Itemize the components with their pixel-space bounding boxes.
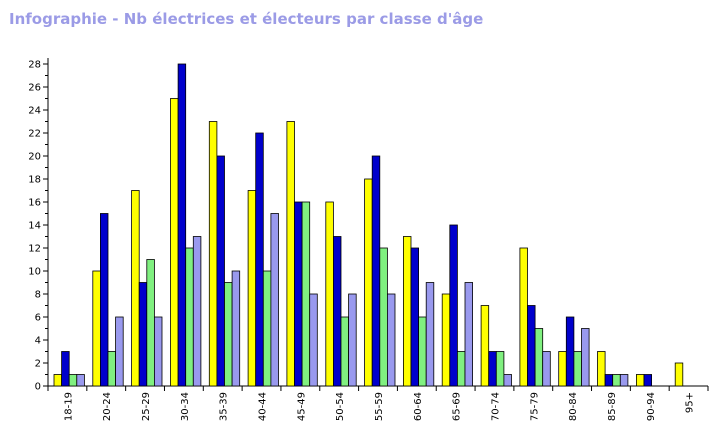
y-tick-label: 22 bbox=[28, 129, 41, 140]
bar bbox=[527, 305, 536, 387]
bar bbox=[643, 374, 652, 387]
bar bbox=[488, 351, 497, 387]
bar bbox=[138, 282, 148, 387]
chart-title: Infographie - Nb électrices et électeurs… bbox=[9, 10, 484, 28]
y-tick-label: 24 bbox=[28, 106, 41, 117]
bar bbox=[495, 351, 505, 387]
bar bbox=[379, 247, 388, 387]
bar bbox=[534, 328, 544, 387]
bar bbox=[519, 247, 528, 387]
bar bbox=[170, 98, 179, 387]
bar bbox=[53, 374, 62, 387]
bar bbox=[262, 270, 272, 387]
x-tick-label: 75-79 bbox=[529, 392, 540, 421]
bar bbox=[503, 374, 512, 387]
x-tick-label: 20-24 bbox=[102, 392, 113, 421]
bar bbox=[674, 362, 684, 387]
bar bbox=[192, 236, 202, 387]
bar bbox=[480, 305, 490, 387]
bar bbox=[581, 328, 590, 387]
bar bbox=[216, 155, 225, 387]
bar bbox=[464, 282, 473, 387]
bar bbox=[286, 121, 295, 387]
bar bbox=[410, 247, 419, 387]
bar bbox=[294, 201, 303, 387]
bar bbox=[301, 201, 311, 387]
bar bbox=[619, 374, 629, 387]
y-tick-label: 26 bbox=[28, 83, 41, 94]
bar bbox=[386, 293, 396, 387]
bar bbox=[402, 236, 412, 387]
bar bbox=[61, 351, 70, 387]
x-tick-label: 55-59 bbox=[374, 392, 385, 421]
bar bbox=[612, 374, 621, 387]
bar bbox=[224, 282, 233, 387]
bar bbox=[255, 132, 264, 387]
y-tick-label: 4 bbox=[35, 336, 41, 347]
bar bbox=[231, 270, 241, 387]
bar bbox=[573, 351, 582, 387]
bar bbox=[441, 293, 451, 387]
bar bbox=[131, 190, 140, 387]
x-tick-label: 90-94 bbox=[646, 392, 657, 421]
bar bbox=[456, 351, 466, 387]
bar bbox=[597, 351, 606, 387]
bar bbox=[371, 155, 381, 387]
x-tick-label: 85-89 bbox=[607, 392, 618, 421]
y-tick-label: 10 bbox=[28, 267, 41, 278]
y-tick-label: 0 bbox=[35, 382, 41, 393]
bar bbox=[92, 270, 101, 387]
x-tick-label: 18-19 bbox=[63, 392, 74, 421]
x-tick-label: 95+ bbox=[685, 392, 696, 413]
bar bbox=[364, 178, 373, 387]
bar bbox=[332, 236, 342, 387]
bar bbox=[309, 293, 318, 387]
y-tick-label: 14 bbox=[28, 221, 41, 232]
bar bbox=[558, 351, 567, 387]
y-tick-label: 28 bbox=[28, 60, 41, 71]
y-tick-label: 16 bbox=[28, 198, 41, 209]
bar bbox=[153, 316, 163, 387]
y-tick-label: 20 bbox=[28, 152, 41, 163]
bar bbox=[107, 351, 116, 387]
bar bbox=[449, 224, 458, 387]
bar bbox=[270, 213, 279, 387]
bar bbox=[565, 316, 575, 387]
bar bbox=[208, 121, 218, 387]
y-tick-label: 18 bbox=[28, 175, 41, 186]
bar bbox=[425, 282, 435, 387]
y-tick-label: 2 bbox=[35, 359, 41, 370]
bar bbox=[115, 316, 124, 387]
bar bbox=[325, 201, 334, 387]
y-tick-label: 6 bbox=[35, 313, 41, 324]
bar bbox=[604, 374, 614, 387]
x-tick-label: 30-34 bbox=[180, 392, 191, 421]
x-tick-label: 40-44 bbox=[258, 392, 269, 421]
x-tick-label: 60-64 bbox=[413, 392, 424, 421]
bar bbox=[340, 316, 349, 387]
bar bbox=[348, 293, 357, 387]
bar bbox=[146, 259, 155, 387]
x-tick-label: 65-69 bbox=[452, 392, 463, 421]
bar bbox=[100, 213, 109, 387]
x-tick-label: 35-39 bbox=[219, 392, 230, 421]
bar bbox=[542, 351, 551, 387]
x-tick-label: 50-54 bbox=[335, 392, 346, 421]
bar bbox=[185, 247, 194, 387]
bar bbox=[68, 374, 78, 387]
bar bbox=[76, 374, 85, 387]
bar bbox=[177, 63, 187, 387]
bar bbox=[636, 374, 645, 387]
bar bbox=[247, 190, 257, 387]
x-tick-label: 45-49 bbox=[296, 392, 307, 421]
x-tick-label: 80-84 bbox=[568, 392, 579, 421]
bar bbox=[418, 316, 427, 387]
y-tick-label: 12 bbox=[28, 244, 41, 255]
y-tick-label: 8 bbox=[35, 290, 41, 301]
x-tick-label: 25-29 bbox=[141, 392, 152, 421]
x-tick-label: 70-74 bbox=[490, 392, 501, 421]
